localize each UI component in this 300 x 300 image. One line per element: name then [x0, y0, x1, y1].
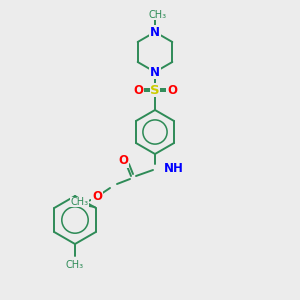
Text: N: N [150, 65, 160, 79]
Text: CH₃: CH₃ [66, 260, 84, 270]
Text: S: S [150, 83, 160, 97]
Text: O: O [133, 83, 143, 97]
Text: O: O [92, 190, 102, 202]
Text: O: O [118, 154, 128, 167]
Text: CH₃: CH₃ [71, 197, 89, 207]
Text: N: N [150, 26, 160, 38]
Text: O: O [167, 83, 177, 97]
Text: CH₃: CH₃ [149, 10, 167, 20]
Text: NH: NH [164, 161, 184, 175]
